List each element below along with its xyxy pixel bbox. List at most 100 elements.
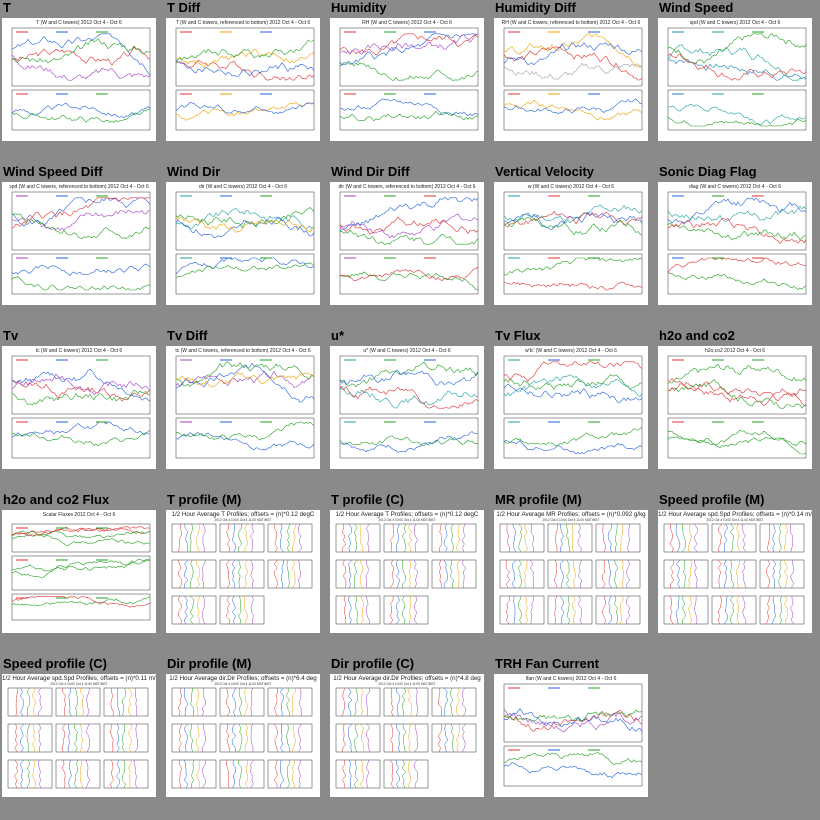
plot-panel xyxy=(339,355,479,415)
series-line xyxy=(667,116,807,127)
profile-line xyxy=(238,723,243,753)
profile-line xyxy=(450,523,454,553)
plot-thumbnail[interactable]: h2o,co2 2012 Oct 4 - Oct 6 xyxy=(658,346,812,469)
plot-panel xyxy=(339,417,479,459)
series-line xyxy=(667,436,807,449)
plot-tile-dir-profile-m[interactable]: Dir profile (M) 1/2 Hour Average dir.Dir … xyxy=(164,656,328,820)
plot-tile-tv[interactable]: Tv tc (W and C towers) 2012 Oct 4 - Oct 6 xyxy=(0,328,164,492)
profile-line xyxy=(183,687,189,717)
profile-line xyxy=(560,523,564,553)
plot-tile-speed-profile-m[interactable]: Speed profile (M) 1/2 Hour Average spd.Sp… xyxy=(656,492,820,656)
plot-graphic xyxy=(503,27,643,131)
plot-tile-wind-speed-diff[interactable]: Wind Speed Diff spd (W and C towers, refe… xyxy=(0,164,164,328)
plot-thumbnail[interactable]: w (W and C towers) 2012 Oct 4 - Oct 6 xyxy=(494,182,648,305)
profile-line xyxy=(201,759,207,789)
plot-thumbnail[interactable]: diag (W and C towers) 2012 Oct 4 - Oct 6 xyxy=(658,182,812,305)
profile-line xyxy=(232,595,236,625)
plot-thumbnail[interactable]: spd (W and C towers) 2012 Oct 4 - Oct 6 xyxy=(658,18,812,141)
profile-panel xyxy=(335,687,381,717)
plot-thumbnail[interactable]: 1/2 Hour Average T Profiles; offsets = (… xyxy=(166,510,320,633)
profile-line xyxy=(681,595,686,625)
plot-tile-wind-dir[interactable]: Wind Dir dir (W and C towers) 2012 Oct 4 … xyxy=(164,164,328,328)
plot-tile-t[interactable]: T T (W and C towers) 2012 Oct 4 - Oct 6 xyxy=(0,0,164,164)
plot-thumbnail[interactable]: w'tc' (W and C towers) 2012 Oct 4 - Oct … xyxy=(494,346,648,469)
profile-line xyxy=(694,595,698,625)
plot-thumbnail[interactable]: 1/2 Hour Average T Profiles; offsets = (… xyxy=(330,510,484,633)
plot-tile-humidity-diff[interactable]: Humidity Diff RH (W and C towers, referen… xyxy=(492,0,656,164)
plot-graphic xyxy=(339,191,479,295)
profile-line xyxy=(348,595,352,625)
profile-panel xyxy=(595,559,641,589)
tile-title: MR profile (M) xyxy=(495,492,582,507)
plot-tile-humidity[interactable]: Humidity RH (W and C towers) 2012 Oct 4 -… xyxy=(328,0,492,164)
plot-thumbnail[interactable]: tc (W and C towers, referenced to bottom… xyxy=(166,346,320,469)
plot-thumbnail[interactable]: u* (W and C towers) 2012 Oct 4 - Oct 6 xyxy=(330,346,484,469)
profile-line xyxy=(613,559,619,589)
plot-tile-vertical-velocity[interactable]: Vertical Velocity w (W and C towers) 2012… xyxy=(492,164,656,328)
plot-panel xyxy=(667,89,807,131)
plot-tile-t-diff[interactable]: T Diff T (W and C towers, referenced to b… xyxy=(164,0,328,164)
plot-thumbnail[interactable]: T (W and C towers, referenced to bottom)… xyxy=(166,18,320,141)
profile-line xyxy=(291,687,296,717)
plot-thumbnail[interactable]: T (W and C towers) 2012 Oct 4 - Oct 6 xyxy=(2,18,156,141)
plot-tile-tv-diff[interactable]: Tv Diff tc (W and C towers, referenced to… xyxy=(164,328,328,492)
profile-panel xyxy=(759,523,805,553)
plot-tile-wind-speed[interactable]: Wind Speed spd (W and C towers) 2012 Oct … xyxy=(656,0,820,164)
profile-panel xyxy=(335,723,381,753)
plot-panel xyxy=(175,417,315,459)
profile-line xyxy=(675,523,681,553)
plot-thumbnail[interactable]: dir (W and C towers, referenced to botto… xyxy=(330,182,484,305)
plot-tile-dir-profile-c[interactable]: Dir profile (C) 1/2 Hour Average dir.Dir … xyxy=(328,656,492,820)
profile-panel xyxy=(55,759,101,789)
profile-panel xyxy=(547,523,593,553)
plot-thumbnail[interactable]: Scalar Fluxes 2012 Oct 4 - Oct 6 xyxy=(2,510,156,633)
plot-thumbnail[interactable]: 1/2 Hour Average MR Profiles; offsets = … xyxy=(494,510,648,633)
plot-thumbnail[interactable]: 1/2 Hour Average dir.Dir Profiles; offse… xyxy=(166,674,320,797)
series-line xyxy=(11,526,151,535)
series-line xyxy=(339,62,479,81)
profile-line xyxy=(27,687,31,717)
profile-line xyxy=(735,559,740,589)
plot-tile-tv-flux[interactable]: Tv Flux w'tc' (W and C towers) 2012 Oct 4… xyxy=(492,328,656,492)
profile-line xyxy=(390,723,394,753)
plot-tile-wind-dir-diff[interactable]: Wind Dir Diff dir (W and C towers, refere… xyxy=(328,164,492,328)
series-line xyxy=(503,361,643,382)
plot-panel xyxy=(11,417,151,459)
plot-thumbnail[interactable]: spd (W and C towers, referenced to botto… xyxy=(2,182,156,305)
tile-title: T xyxy=(3,0,11,15)
plot-tile-h2o-and-co2[interactable]: h2o and co2 h2o,co2 2012 Oct 4 - Oct 6 xyxy=(656,328,820,492)
plot-thumbnail[interactable]: 1/2 Hour Average spd.Spd Profiles; offse… xyxy=(658,510,812,633)
profile-line xyxy=(231,523,237,553)
plot-tile-speed-profile-c[interactable]: Speed profile (C) 1/2 Hour Average spd.Sp… xyxy=(0,656,164,820)
series-line xyxy=(175,362,315,403)
series-line xyxy=(339,385,479,409)
profile-panel xyxy=(171,559,217,589)
plot-thumbnail[interactable]: RH (W and C towers, referenced to bottom… xyxy=(494,18,648,141)
series-line xyxy=(339,431,479,453)
plot-thumbnail[interactable]: tc (W and C towers) 2012 Oct 4 - Oct 6 xyxy=(2,346,156,469)
profile-line xyxy=(348,523,353,553)
plot-thumbnail[interactable]: dir (W and C towers) 2012 Oct 4 - Oct 6 xyxy=(166,182,320,305)
plot-thumbnail[interactable]: 1/2 Hour Average dir.Dir Profiles; offse… xyxy=(330,674,484,797)
plot-graphic xyxy=(503,683,643,787)
plot-tile-mr-profile-m[interactable]: MR profile (M) 1/2 Hour Average MR Profil… xyxy=(492,492,656,656)
plot-thumbnail[interactable]: RH (W and C towers) 2012 Oct 4 - Oct 6 xyxy=(330,18,484,141)
plot-tile-t-profile-c[interactable]: T profile (C) 1/2 Hour Average T Profiles… xyxy=(328,492,492,656)
series-line xyxy=(175,207,315,229)
plot-tile-h2o-and-co2-flux[interactable]: h2o and co2 Flux Scalar Fluxes 2012 Oct 4… xyxy=(0,492,164,656)
plot-thumbnail[interactable]: Ifan (W and C towers) 2012 Oct 4 - Oct 6 xyxy=(494,674,648,797)
profile-line xyxy=(110,687,114,717)
plot-tile-u[interactable]: u* u* (W and C towers) 2012 Oct 4 - Oct 6 xyxy=(328,328,492,492)
profile-line xyxy=(274,523,278,553)
tile-title: TRH Fan Current xyxy=(495,656,599,671)
plot-heading: diag (W and C towers) 2012 Oct 4 - Oct 6 xyxy=(689,184,781,190)
plot-tile-trh-fan-current[interactable]: TRH Fan Current Ifan (W and C towers) 201… xyxy=(492,656,656,820)
profile-line xyxy=(778,523,782,553)
series-line xyxy=(667,197,807,225)
profile-line xyxy=(566,595,570,625)
profile-line xyxy=(128,759,132,789)
profile-line xyxy=(365,595,371,625)
plot-tile-t-profile-m[interactable]: T profile (M) 1/2 Hour Average T Profiles… xyxy=(164,492,328,656)
plot-tile-sonic-diag-flag[interactable]: Sonic Diag Flag diag (W and C towers) 201… xyxy=(656,164,820,328)
plot-thumbnail[interactable]: 1/2 Hour Average spd.Spd Profiles; offse… xyxy=(2,674,156,797)
